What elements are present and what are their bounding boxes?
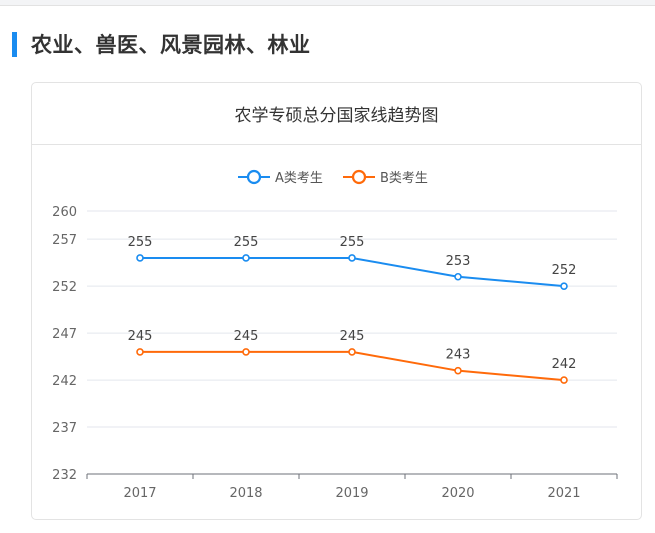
legend-label: B类考生 bbox=[380, 171, 428, 186]
data-label: 245 bbox=[340, 329, 365, 344]
section-accent-bar bbox=[12, 32, 17, 57]
y-tick-label: 257 bbox=[52, 233, 77, 248]
chart-title: 农学专硕总分国家线趋势图 bbox=[32, 83, 641, 145]
legend-marker-icon bbox=[351, 169, 367, 185]
data-label: 255 bbox=[128, 235, 153, 250]
y-tick-label: 252 bbox=[52, 280, 77, 295]
data-point bbox=[348, 348, 356, 356]
data-point bbox=[454, 366, 462, 375]
series-line bbox=[140, 256, 565, 288]
data-point bbox=[136, 254, 144, 262]
top-bar bbox=[0, 0, 655, 6]
y-tick-label: 242 bbox=[52, 374, 77, 389]
data-label: 242 bbox=[552, 357, 577, 372]
x-tick-label: 2019 bbox=[335, 486, 368, 501]
x-tick-label: 2020 bbox=[441, 486, 474, 501]
data-label: 245 bbox=[234, 329, 259, 344]
section-title: 农业、兽医、风景园林、林业 bbox=[31, 33, 311, 57]
x-tick-label: 2017 bbox=[123, 486, 156, 501]
y-tick-label: 247 bbox=[52, 327, 77, 342]
y-tick-label: 260 bbox=[52, 205, 77, 220]
legend-label: A类考生 bbox=[275, 171, 323, 186]
chart-card: 农学专硕总分国家线趋势图 bbox=[31, 82, 642, 520]
data-point bbox=[242, 348, 250, 356]
data-point bbox=[348, 254, 356, 262]
data-label: 255 bbox=[340, 235, 365, 250]
legend-marker-icon bbox=[246, 169, 262, 185]
x-tick-label: 2021 bbox=[547, 486, 580, 501]
data-label: 255 bbox=[234, 235, 259, 250]
y-tick-label: 232 bbox=[52, 468, 77, 483]
data-point bbox=[242, 254, 250, 262]
y-tick-label: 237 bbox=[52, 421, 77, 436]
data-point bbox=[136, 348, 144, 356]
x-tick-label: 2018 bbox=[229, 486, 262, 501]
data-point bbox=[560, 376, 568, 384]
data-point bbox=[560, 282, 568, 290]
data-label: 253 bbox=[446, 254, 471, 269]
data-label: 245 bbox=[128, 329, 153, 344]
data-point bbox=[454, 272, 462, 281]
data-label: 252 bbox=[552, 263, 577, 278]
series-line bbox=[140, 350, 565, 382]
data-label: 243 bbox=[446, 348, 471, 363]
